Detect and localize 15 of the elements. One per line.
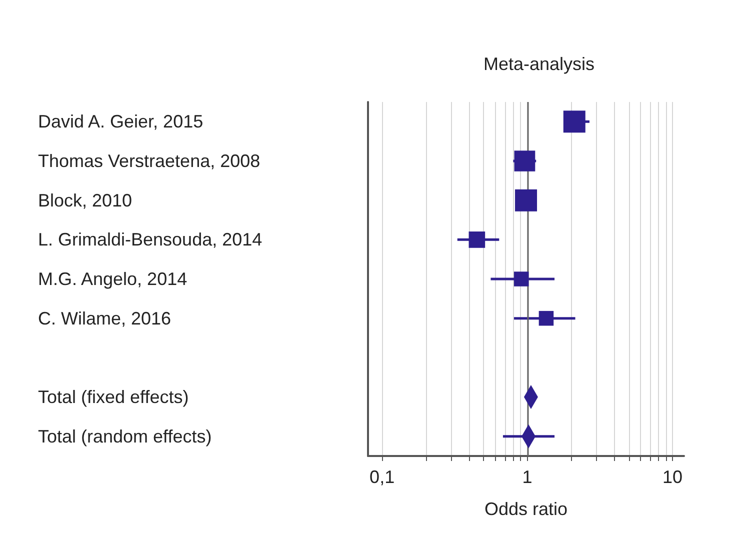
point [515, 189, 538, 212]
point [514, 150, 536, 172]
y-tick-label: L. Grimaldi-Bensouda, 2014 [38, 230, 262, 250]
y-tick-label: Block, 2010 [38, 190, 132, 210]
y-tick-label: David A. Geier, 2015 [38, 112, 204, 132]
x-axis-title: Odds ratio [484, 499, 568, 519]
y-tick-label: C. Wilame, 2016 [38, 308, 172, 328]
x-tick-label: 1 [522, 467, 532, 487]
x-tick-label: 0,1 [370, 467, 395, 487]
y-tick-label: Thomas Verstraetena, 2008 [38, 151, 260, 171]
y-tick-label: Total (fixed effects) [38, 387, 189, 407]
y-tick-label: Total (random effects) [38, 426, 212, 446]
x-tick-label: 10 [662, 467, 683, 487]
chart-title: Meta-analysis [483, 54, 595, 74]
y-tick-label: M.G. Angelo, 2014 [38, 269, 188, 289]
